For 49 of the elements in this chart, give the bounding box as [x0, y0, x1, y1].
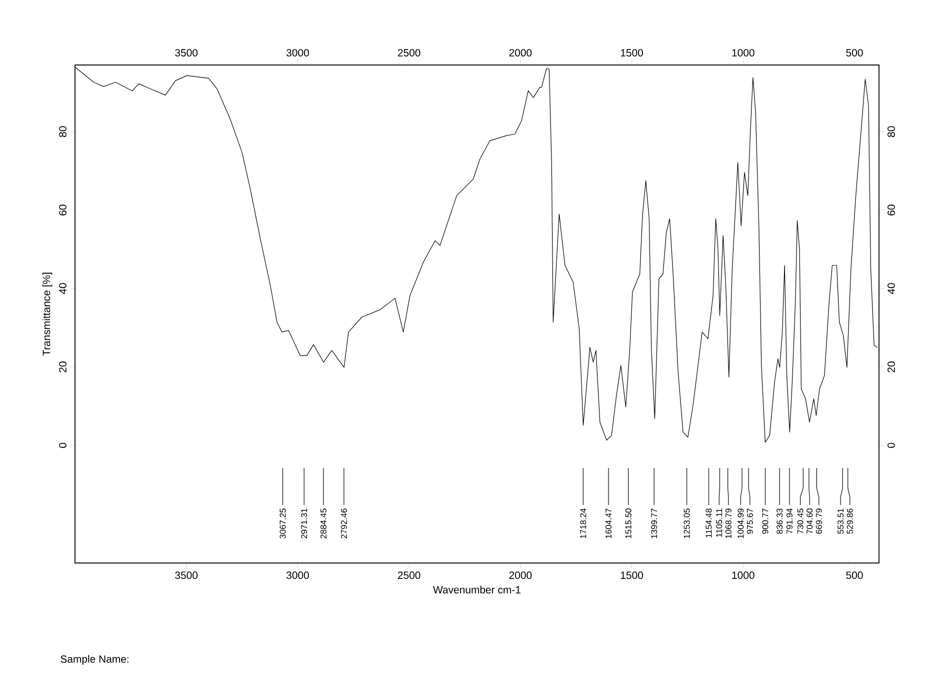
- y-tick-label: 40: [59, 283, 66, 294]
- annotation: 3067.25: [280, 508, 286, 538]
- y2-tick-label: 20: [888, 362, 895, 372]
- x2-tick-label: 1000: [732, 572, 754, 579]
- annotation: 553.51: [838, 508, 844, 534]
- x2-tick-label: 3500: [175, 572, 198, 579]
- y2-tick-label: 80: [888, 126, 895, 138]
- x-tick-label: 2500: [398, 49, 420, 56]
- annotation: 791.94: [786, 508, 792, 534]
- annotation: 669.79: [816, 508, 822, 534]
- annotation: 1154.48: [706, 508, 712, 538]
- annotation: 836.33: [776, 508, 783, 534]
- annotation: 2971.31: [301, 508, 308, 538]
- annotation: 1253.05: [684, 508, 690, 538]
- x-tick-label: 1500: [620, 49, 644, 56]
- annotation: 975.67: [746, 508, 753, 534]
- x-tick-label: 2000: [509, 49, 532, 56]
- annotation: 704.60: [806, 508, 813, 534]
- x-tick-label: 500: [846, 49, 863, 56]
- x-tick-label: 3500: [175, 49, 198, 56]
- x-tick-label: 1000: [732, 49, 754, 56]
- annotation: 2884.45: [320, 508, 326, 538]
- annotation: 1718.24: [580, 508, 586, 538]
- annotation: 900.77: [762, 508, 768, 534]
- x2-tick-label: 500: [846, 572, 863, 579]
- x2-tick-label: 2500: [398, 572, 420, 579]
- x2-tick-label: 1500: [620, 572, 644, 579]
- text: Sample Name:: [60, 655, 128, 665]
- annotation: 1004.99: [738, 508, 744, 538]
- x2-tick-label: 2000: [509, 572, 532, 579]
- annotation: 1068.79: [725, 508, 732, 538]
- x2-tick-label: 3000: [286, 572, 309, 579]
- annotation: 730.45: [797, 508, 804, 534]
- x-tick-label: 3000: [286, 49, 309, 56]
- y-tick-label: 20: [59, 362, 66, 372]
- annotation: 1604.47: [606, 508, 612, 538]
- y-tick-label: 80: [59, 126, 66, 138]
- annotation: 1515.50: [625, 508, 632, 538]
- y-tick-label: 60: [59, 204, 66, 216]
- y-tick-label: 0: [59, 442, 66, 448]
- y-axis-title: Transmittance [%]: [42, 272, 52, 356]
- y2-tick-label: 40: [888, 283, 895, 294]
- x-axis-title: Wavenumber cm-1: [433, 586, 520, 594]
- annotation: 1105.11: [716, 508, 722, 537]
- y2-tick-label: 0: [888, 442, 895, 448]
- annotation: 2792.46: [340, 508, 347, 538]
- annotation: 529.86: [846, 508, 853, 534]
- annotation: 1399.77: [651, 508, 658, 538]
- y2-tick-label: 60: [888, 204, 895, 216]
